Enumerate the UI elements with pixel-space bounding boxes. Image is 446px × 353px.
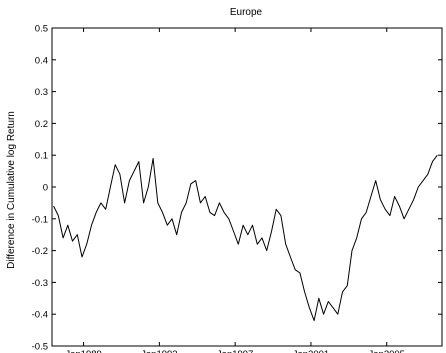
y-tick-label: -0.4 xyxy=(32,310,48,321)
y-tick-label: 0.4 xyxy=(35,55,48,66)
y-axis-label: Difference in Cumulative log Return xyxy=(6,111,17,269)
x-tick-label: Jan1989 xyxy=(65,349,101,353)
chart-title: Europe xyxy=(230,7,263,18)
y-tick-label: 0.3 xyxy=(35,87,48,98)
x-axis: Jan1989 Jan1993 Jan1997 Jan2001 Jan2005 xyxy=(65,28,405,353)
y-tick-label: -0.5 xyxy=(32,342,48,353)
x-tick-label: Jan2001 xyxy=(293,349,329,353)
x-tick-label: Jan1997 xyxy=(217,349,253,353)
y-tick-label: -0.1 xyxy=(32,214,48,225)
series-line xyxy=(53,154,438,322)
x-tick-label: Jan1993 xyxy=(141,349,177,353)
y-tick-label: 0.5 xyxy=(35,24,48,35)
y-tick-label: -0.2 xyxy=(32,246,48,257)
x-tick-label: Jan2005 xyxy=(369,349,405,353)
y-tick-label: -0.3 xyxy=(32,278,48,289)
series-layer xyxy=(53,154,438,322)
y-tick-label: 0.2 xyxy=(35,119,48,130)
y-axis: -0.5 -0.4 -0.3 -0.2 -0.1 0 0.1 0.2 0.3 0.4 0.5 xyxy=(32,24,442,353)
y-tick-label: 0.1 xyxy=(35,151,48,162)
y-tick-label: 0 xyxy=(43,183,48,194)
